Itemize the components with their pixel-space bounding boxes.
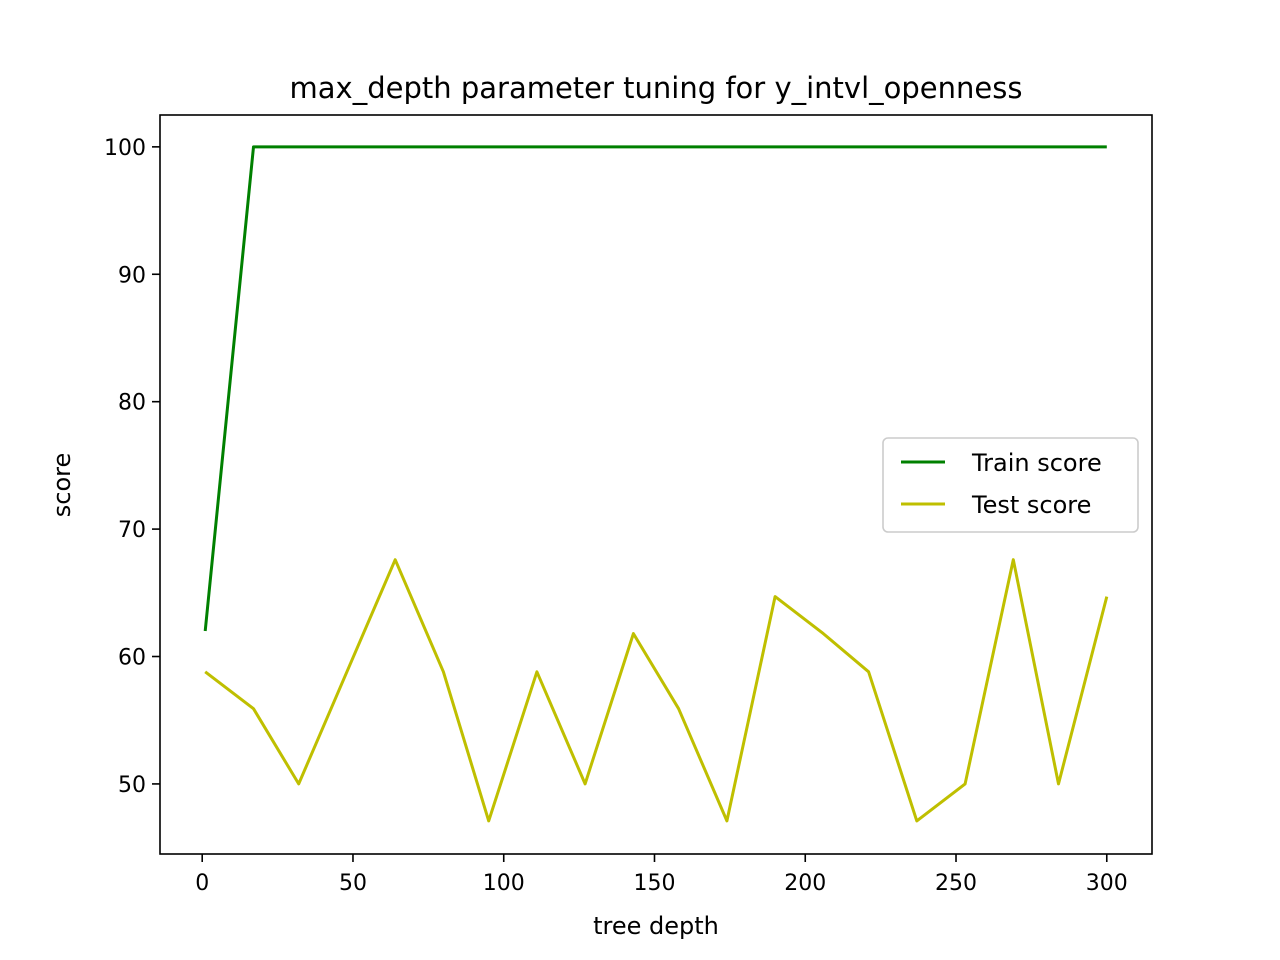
x-tick-label: 50 — [339, 871, 367, 896]
legend-label-train-score: Train score — [971, 449, 1102, 477]
legend-box — [882, 437, 1139, 533]
x-tick-label: 100 — [483, 871, 525, 896]
y-tick-label: 100 — [104, 136, 146, 161]
legend-label-test-score: Test score — [971, 491, 1091, 519]
x-tick-label: 0 — [195, 871, 209, 896]
chart-title: max_depth parameter tuning for y_intvl_o… — [290, 71, 1023, 105]
x-tick-label: 250 — [935, 871, 977, 896]
y-tick-label: 60 — [118, 646, 146, 671]
x-tick-label: 200 — [784, 871, 826, 896]
y-tick-label: 80 — [118, 391, 146, 416]
series-line-test-score — [204, 558, 1109, 823]
x-axis-label: tree depth — [593, 912, 719, 940]
x-tick-label: 150 — [633, 871, 675, 896]
legend: Train score Test score — [882, 437, 1139, 533]
y-tick-label: 90 — [118, 263, 146, 288]
plot-frame — [159, 114, 1153, 855]
y-tick-label: 70 — [118, 518, 146, 543]
y-axis-label: score — [48, 453, 76, 518]
y-tick-label: 50 — [118, 773, 146, 798]
x-axis: 0 50 100 150 200 250 300 — [195, 854, 1128, 896]
x-tick-label: 300 — [1086, 871, 1128, 896]
series-line-train-score — [203, 145, 1107, 632]
series-layer — [203, 145, 1109, 823]
y-axis: 50 60 70 80 90 100 — [104, 136, 160, 798]
